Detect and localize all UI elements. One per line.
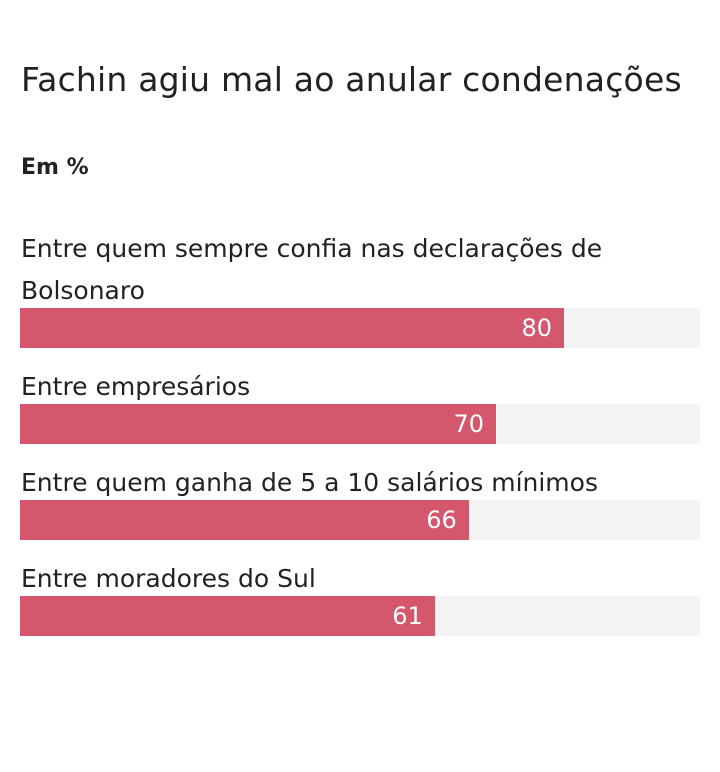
bar-value-label: 66: [426, 506, 457, 534]
chart-title: Fachin agiu mal ao anular condenações: [21, 60, 682, 99]
chart-subtitle: Em %: [21, 155, 89, 180]
bar: 70: [20, 404, 496, 444]
category-label: Entre moradores do Sul: [21, 564, 316, 593]
bar: 66: [20, 500, 469, 540]
bar-value-label: 61: [392, 602, 423, 630]
bar-track: 61: [20, 596, 700, 636]
bar: 61: [20, 596, 435, 636]
bar-row: Entre empresários 70: [20, 366, 700, 444]
bar-row: Entre quem sempre confia nas declarações…: [20, 228, 700, 348]
bar: 80: [20, 308, 564, 348]
category-label: Entre quem ganha de 5 a 10 salários míni…: [21, 468, 598, 497]
bar-track: 80: [20, 308, 700, 348]
bar-value-label: 80: [521, 314, 552, 342]
bar-value-label: 70: [453, 410, 484, 438]
bar-row: Entre moradores do Sul 61: [20, 558, 700, 636]
bar-track: 66: [20, 500, 700, 540]
bar-rows: Entre quem sempre confia nas declarações…: [20, 228, 700, 654]
category-label: Entre empresários: [21, 372, 251, 401]
bar-track: 70: [20, 404, 700, 444]
bar-row: Entre quem ganha de 5 a 10 salários míni…: [20, 462, 700, 540]
category-label: Entre quem sempre confia nas declarações…: [21, 234, 603, 305]
